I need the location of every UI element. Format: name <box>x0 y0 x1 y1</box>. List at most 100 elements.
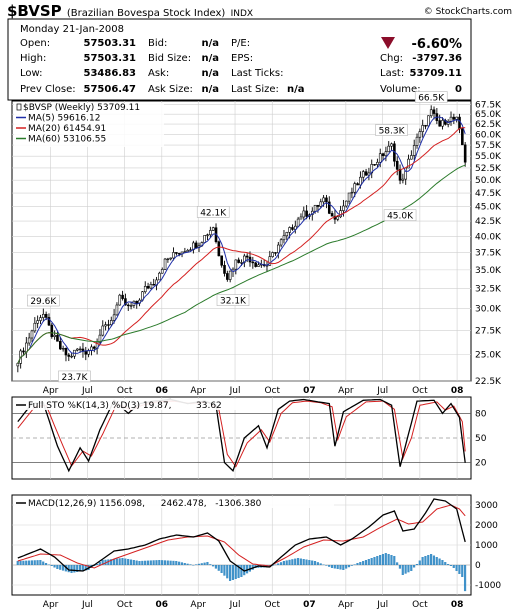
macd-histogram-bar <box>418 560 421 565</box>
candle-down <box>438 120 441 127</box>
candle-down <box>398 169 402 181</box>
macd-histogram-bar <box>16 561 19 565</box>
macd-histogram-bar <box>441 560 444 565</box>
candle-down <box>424 125 427 127</box>
candle-down <box>175 252 178 254</box>
candle-up <box>410 155 413 160</box>
macd-histogram-bar <box>342 565 345 570</box>
macd-histogram-bar <box>308 560 311 565</box>
candle-up <box>209 230 212 236</box>
candle-up <box>350 191 354 194</box>
macd-histogram-bar <box>42 561 45 565</box>
macd-histogram-bar <box>47 564 50 565</box>
macd-histogram-bar <box>192 565 195 566</box>
macd-histogram-bar <box>104 559 107 565</box>
macd-x-tick-11: 08 <box>451 600 464 610</box>
price-y-tick-3: 30.0K <box>475 305 502 315</box>
candle-down <box>217 241 221 257</box>
candle-up <box>109 320 113 325</box>
candle-down <box>364 171 368 176</box>
quote-value-13: 53709.11 <box>409 68 462 79</box>
price-x-tick-5: Jul <box>229 386 241 396</box>
candle-up <box>228 270 232 280</box>
quote-label-5: Bid Size: <box>148 53 191 64</box>
macd-histogram-bar <box>356 563 359 565</box>
candle-up <box>70 355 73 358</box>
macd-histogram-bar <box>424 556 427 565</box>
macd-histogram-bar <box>161 560 164 565</box>
candle-up <box>421 125 425 132</box>
macd-histogram-bar <box>350 565 353 566</box>
macd-histogram-bar <box>175 561 178 565</box>
quote-value-4: n/a <box>201 38 219 49</box>
price-x-tick-4: Apr <box>190 386 206 396</box>
candle-up <box>293 225 297 230</box>
annotation-box-4 <box>375 124 408 136</box>
macd-histogram-bar <box>313 561 317 565</box>
macd-x-tick-10: Oct <box>412 600 428 610</box>
macd-histogram-bar <box>209 564 212 565</box>
price-y-tick-4: 32.5K <box>475 285 502 295</box>
candle-down <box>291 227 294 230</box>
macd-histogram-bar <box>413 565 416 568</box>
macd-histogram-bar <box>237 565 240 578</box>
candle-up <box>353 183 357 193</box>
quote-date: Monday 21-Jan-2008 <box>20 24 124 35</box>
macd-histogram-bar <box>132 560 135 565</box>
annotation-box-2 <box>196 206 230 218</box>
macd-histogram-bar <box>345 565 348 569</box>
macd-histogram-bar <box>359 562 362 565</box>
price-legend-0: $BVSP (Weekly) 53709.11 <box>23 103 140 113</box>
candle-down <box>135 300 139 304</box>
macd-histogram-bar <box>172 560 175 565</box>
price-x-tick-6: Oct <box>264 386 280 396</box>
candle-up <box>143 285 147 293</box>
annotation-0: 29.6K <box>30 297 57 307</box>
candle-up <box>288 227 291 233</box>
macd-histogram-bar <box>155 560 158 565</box>
macd-histogram-bar <box>285 560 288 565</box>
copyright: © StockCharts.com <box>424 7 512 17</box>
candle-up <box>376 161 379 165</box>
candle-up <box>112 314 116 321</box>
macd-x-tick-7: 07 <box>303 600 316 610</box>
macd-histogram-bar <box>163 560 167 565</box>
price-y-tick-11: 50.0K <box>475 176 502 186</box>
candle-down <box>458 116 461 130</box>
macd-histogram-bar <box>30 560 33 565</box>
macd-histogram-bar <box>169 560 172 565</box>
candle-up <box>172 252 175 259</box>
macd-histogram-bar <box>22 560 25 565</box>
macd-histogram-bar <box>279 562 283 565</box>
macd-histogram-bar <box>407 565 410 573</box>
macd-histogram-bar <box>438 558 441 565</box>
price-y-tick-10: 47.5K <box>475 189 502 199</box>
macd-histogram-bar <box>449 565 453 566</box>
quote-label-8: P/E: <box>231 38 250 49</box>
quote-value-3: 57506.47 <box>83 84 136 95</box>
price-y-tick-15: 60.0K <box>475 130 502 140</box>
macd-histogram-bar <box>98 562 101 565</box>
candle-down <box>251 261 255 264</box>
quote-label-14: Volume: <box>380 84 421 95</box>
macd-histogram-bar <box>245 565 249 574</box>
macd-x-tick-1: Jul <box>81 600 93 610</box>
candle-up <box>279 239 283 246</box>
candle-up <box>299 216 303 220</box>
quote-label-4: Bid: <box>148 38 167 49</box>
macd-histogram-bar <box>305 559 308 565</box>
macd-histogram-bar <box>390 555 393 565</box>
candle-down <box>124 298 127 306</box>
annotation-box-5 <box>383 209 417 221</box>
candle-up <box>387 145 391 153</box>
candle-up <box>347 192 351 202</box>
macd-histogram-bar <box>429 554 433 565</box>
candle-up <box>336 216 340 220</box>
candle-up <box>98 334 102 343</box>
macd-histogram-bar <box>248 565 251 572</box>
candle-down <box>395 160 399 170</box>
macd-histogram-bar <box>455 565 458 571</box>
price-y-tick-17: 65.0K <box>475 110 502 120</box>
macd-histogram-bar <box>211 565 215 567</box>
candle-up <box>257 264 260 267</box>
